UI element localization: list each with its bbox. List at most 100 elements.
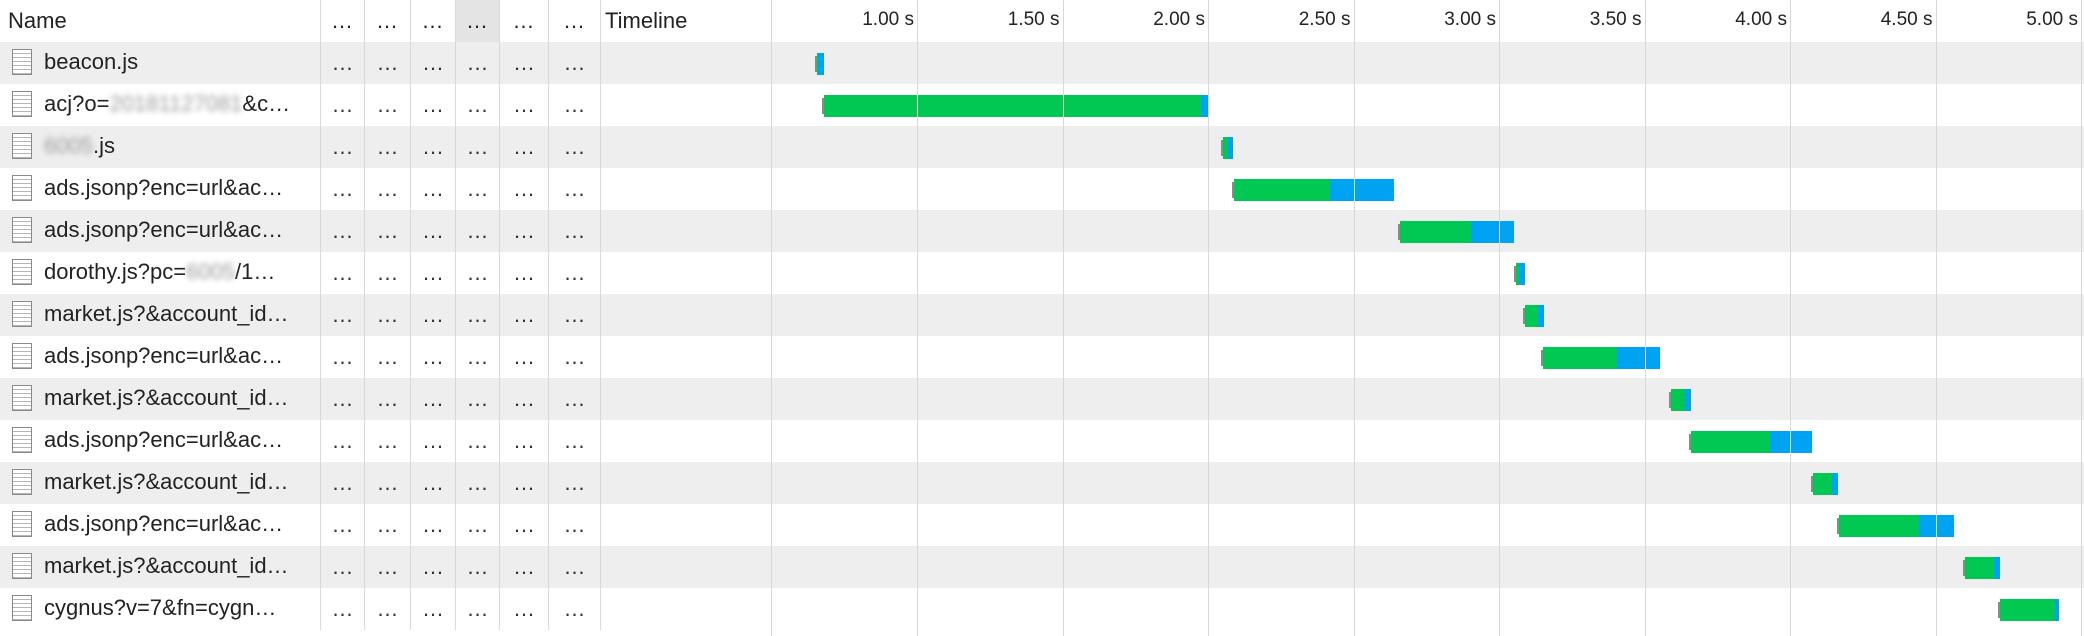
timeline-gridline <box>917 0 918 636</box>
timeline-bar[interactable] <box>1232 168 1395 210</box>
request-name-cell[interactable]: market.js?&account_id… <box>0 294 321 336</box>
request-name-part: acj?o= <box>44 91 110 117</box>
column-cell-2: … <box>365 588 411 630</box>
column-cell-5: … <box>500 336 549 378</box>
request-name-part: market.js?&account_id… <box>44 301 289 327</box>
column-cell-1: … <box>321 42 365 84</box>
timeline-bar-stalled <box>1689 434 1693 450</box>
request-name-cell[interactable]: cygnus?v=7&fn=cygn… <box>0 588 321 630</box>
timeline-bar[interactable] <box>1523 294 1545 336</box>
table-row[interactable]: acj?o=20181127081&c………………… <box>0 84 2084 126</box>
table-row[interactable]: ads.jsonp?enc=url&ac………………… <box>0 336 2084 378</box>
timeline-bar[interactable] <box>1962 546 2000 588</box>
column-cell-4: … <box>456 420 500 462</box>
table-row[interactable]: market.js?&account_id………………… <box>0 294 2084 336</box>
request-name-cell[interactable]: ads.jsonp?enc=url&ac… <box>0 420 321 462</box>
timeline-gridline <box>1499 0 1500 636</box>
timeline-bar[interactable] <box>1540 336 1661 378</box>
request-name-cell[interactable]: market.js?&account_id… <box>0 378 321 420</box>
document-icon <box>12 301 32 328</box>
timeline-tick-label: 1.00 s <box>862 9 914 30</box>
request-name-cell[interactable]: market.js?&account_id… <box>0 462 321 504</box>
timeline-bar[interactable] <box>1398 210 1514 252</box>
timeline-bar[interactable] <box>1514 252 1526 294</box>
request-name-cell[interactable]: dorothy.js?pc=6005/1… <box>0 252 321 294</box>
column-cell-5: … <box>500 588 549 630</box>
request-name-part: dorothy.js?pc= <box>44 259 187 285</box>
table-row[interactable]: market.js?&account_id………………… <box>0 462 2084 504</box>
timeline-bar[interactable] <box>1668 378 1692 420</box>
request-name-cell[interactable]: 6005.js <box>0 126 321 168</box>
request-name-cell[interactable]: beacon.js <box>0 42 321 84</box>
request-name-cell[interactable]: ads.jsonp?enc=url&ac… <box>0 504 321 546</box>
request-name-cell[interactable]: acj?o=20181127081&c… <box>0 84 321 126</box>
timeline-bar[interactable] <box>1811 462 1838 504</box>
column-header-6[interactable]: … <box>549 0 601 42</box>
table-row[interactable]: ads.jsonp?enc=url&ac………………… <box>0 210 2084 252</box>
document-icon <box>12 385 32 412</box>
request-name-part: market.js?&account_id… <box>44 553 289 579</box>
request-name: ads.jsonp?enc=url&ac… <box>44 168 283 209</box>
column-cell-6: … <box>549 504 601 546</box>
column-cell-4: … <box>456 252 500 294</box>
column-cell-6: … <box>549 420 601 462</box>
timeline-gridline <box>1790 0 1791 636</box>
timeline-bar-receiving <box>2054 599 2060 621</box>
request-name-cell[interactable]: ads.jsonp?enc=url&ac… <box>0 210 321 252</box>
request-name-part: beacon.js <box>44 49 139 75</box>
column-header-name[interactable]: Name <box>0 0 321 42</box>
timeline-bar-receiving <box>1200 95 1208 117</box>
timeline-bar[interactable] <box>821 84 1208 126</box>
timeline-tick-label: 4.50 s <box>1880 9 1933 30</box>
timeline-bar[interactable] <box>1689 420 1812 462</box>
table-header: Name … … … … … … Timeline 1.00 s 1.50 s 2.… <box>0 0 2084 43</box>
table-row[interactable]: market.js?&account_id………………… <box>0 378 2084 420</box>
document-icon <box>12 469 32 496</box>
timeline-bar[interactable] <box>1997 588 2060 630</box>
column-header-timeline[interactable]: Timeline 1.00 s 1.50 s 2.00 s 2.50 s 3.00 s 3… <box>601 0 2084 42</box>
column-cell-5: … <box>500 546 549 588</box>
column-header-3[interactable]: … <box>411 0 456 42</box>
timeline-bar-waiting <box>816 53 819 75</box>
timeline-bar-stalled <box>1232 182 1236 198</box>
timeline-bar[interactable] <box>1220 126 1233 168</box>
timeline-bar-waiting <box>1813 473 1833 495</box>
table-row[interactable]: dorothy.js?pc=6005/1………………… <box>0 252 2084 294</box>
table-row[interactable]: ads.jsonp?enc=url&ac………………… <box>0 168 2084 210</box>
request-name-part: &c… <box>242 91 291 117</box>
column-header-4-sorted[interactable]: … <box>456 0 500 42</box>
timeline-bar[interactable] <box>814 42 824 84</box>
column-cell-6: … <box>549 42 601 84</box>
table-row[interactable]: beacon.js……………… <box>0 42 2084 84</box>
timeline-label: Timeline <box>605 8 688 33</box>
column-cell-3: … <box>411 84 456 126</box>
document-icon <box>12 553 32 580</box>
column-cell-3: … <box>411 294 456 336</box>
column-header-2[interactable]: … <box>365 0 411 42</box>
document-icon <box>12 175 32 202</box>
timeline-tick-label: 2.50 s <box>1298 9 1351 30</box>
column-cell-5: … <box>500 420 549 462</box>
request-name-cell[interactable]: ads.jsonp?enc=url&ac… <box>0 168 321 210</box>
document-icon <box>12 259 32 286</box>
column-cell-2: … <box>365 294 411 336</box>
table-row[interactable]: market.js?&account_id………………… <box>0 546 2084 588</box>
request-name-cell[interactable]: market.js?&account_id… <box>0 546 321 588</box>
table-row[interactable]: ads.jsonp?enc=url&ac………………… <box>0 420 2084 462</box>
timeline-bar-stalled <box>821 98 825 114</box>
timeline-bar-waiting <box>1222 137 1229 159</box>
column-cell-1: … <box>321 378 365 420</box>
request-name-part: cygnus?v=7&fn=cygn… <box>44 595 277 621</box>
timeline-bar[interactable] <box>1837 504 1955 546</box>
table-row[interactable]: cygnus?v=7&fn=cygn………………… <box>0 588 2084 630</box>
column-header-1[interactable]: … <box>321 0 365 42</box>
table-row[interactable]: ads.jsonp?enc=url&ac………………… <box>0 504 2084 546</box>
request-name-cell[interactable]: ads.jsonp?enc=url&ac… <box>0 336 321 378</box>
column-cell-1: … <box>321 504 365 546</box>
column-cell-6: … <box>549 84 601 126</box>
column-cell-6: … <box>549 168 601 210</box>
table-row[interactable]: 6005.js……………… <box>0 126 2084 168</box>
document-icon <box>12 217 32 244</box>
column-header-5[interactable]: … <box>500 0 549 42</box>
timeline-gridline <box>1645 0 1646 636</box>
